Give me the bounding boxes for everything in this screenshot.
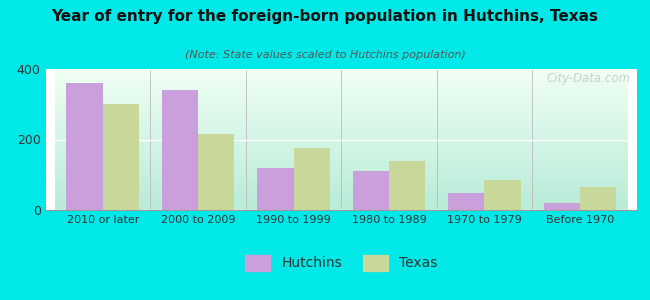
Bar (294, 148, 330, 210)
Bar (198, 134, 235, 210)
Bar (103, 104, 139, 210)
Bar (484, 180, 521, 210)
Bar (162, 90, 198, 210)
Text: City-Data.com: City-Data.com (547, 72, 631, 85)
Text: Year of entry for the foreign-born population in Hutchins, Texas: Year of entry for the foreign-born popul… (51, 9, 599, 24)
Bar (257, 168, 294, 210)
Bar (448, 194, 484, 210)
Bar (353, 171, 389, 210)
Bar (389, 161, 425, 210)
Bar (580, 187, 616, 210)
Bar (543, 203, 580, 210)
Legend: Hutchins, Texas: Hutchins, Texas (240, 249, 443, 276)
Bar (66, 83, 103, 210)
Text: (Note: State values scaled to Hutchins population): (Note: State values scaled to Hutchins p… (185, 50, 465, 59)
